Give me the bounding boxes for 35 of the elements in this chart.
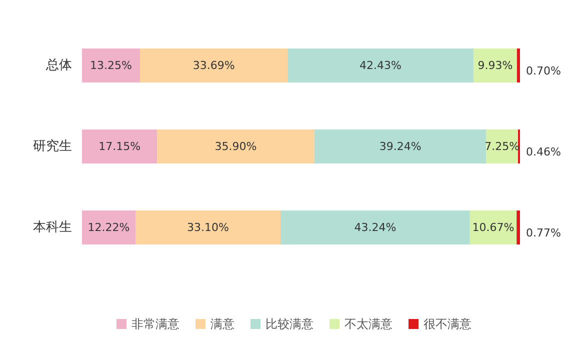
bar <box>157 130 314 164</box>
y-tick-label: 总体 <box>45 58 72 73</box>
data-label: 33.10% <box>187 221 229 234</box>
data-label: 0.77% <box>526 226 561 240</box>
y-tick-label: 本科生 <box>33 220 72 235</box>
legend-label: 非常满意 <box>132 317 180 331</box>
data-label: 0.70% <box>526 64 561 78</box>
data-label: 13.25% <box>90 59 132 72</box>
bar <box>82 210 136 244</box>
legend-label: 比较满意 <box>266 317 314 331</box>
bar <box>82 48 140 82</box>
bar <box>473 48 517 82</box>
bar <box>516 48 520 82</box>
legend-label: 不太满意 <box>344 317 392 331</box>
data-label: 42.43% <box>360 59 402 72</box>
bar <box>136 210 280 244</box>
legend-label: 很不满意 <box>424 317 472 331</box>
bar <box>140 48 288 82</box>
y-tick-label: 研究生 <box>33 139 72 154</box>
bar <box>470 210 517 244</box>
data-label: 17.15% <box>98 140 141 153</box>
data-label: 0.46% <box>526 146 561 158</box>
bar <box>516 210 520 244</box>
data-label: 43.24% <box>354 221 396 234</box>
bar <box>288 48 474 82</box>
data-label: 9.93% <box>478 59 513 72</box>
data-label: 35.90% <box>214 140 257 153</box>
bar <box>280 210 470 244</box>
bar <box>314 130 486 164</box>
data-label: 12.22% <box>88 221 130 234</box>
data-label: 39.24% <box>379 140 422 153</box>
data-label: 10.67% <box>472 221 514 234</box>
data-label: 33.69% <box>192 59 235 72</box>
bar <box>82 130 158 164</box>
legend-label: 满意 <box>210 317 234 331</box>
